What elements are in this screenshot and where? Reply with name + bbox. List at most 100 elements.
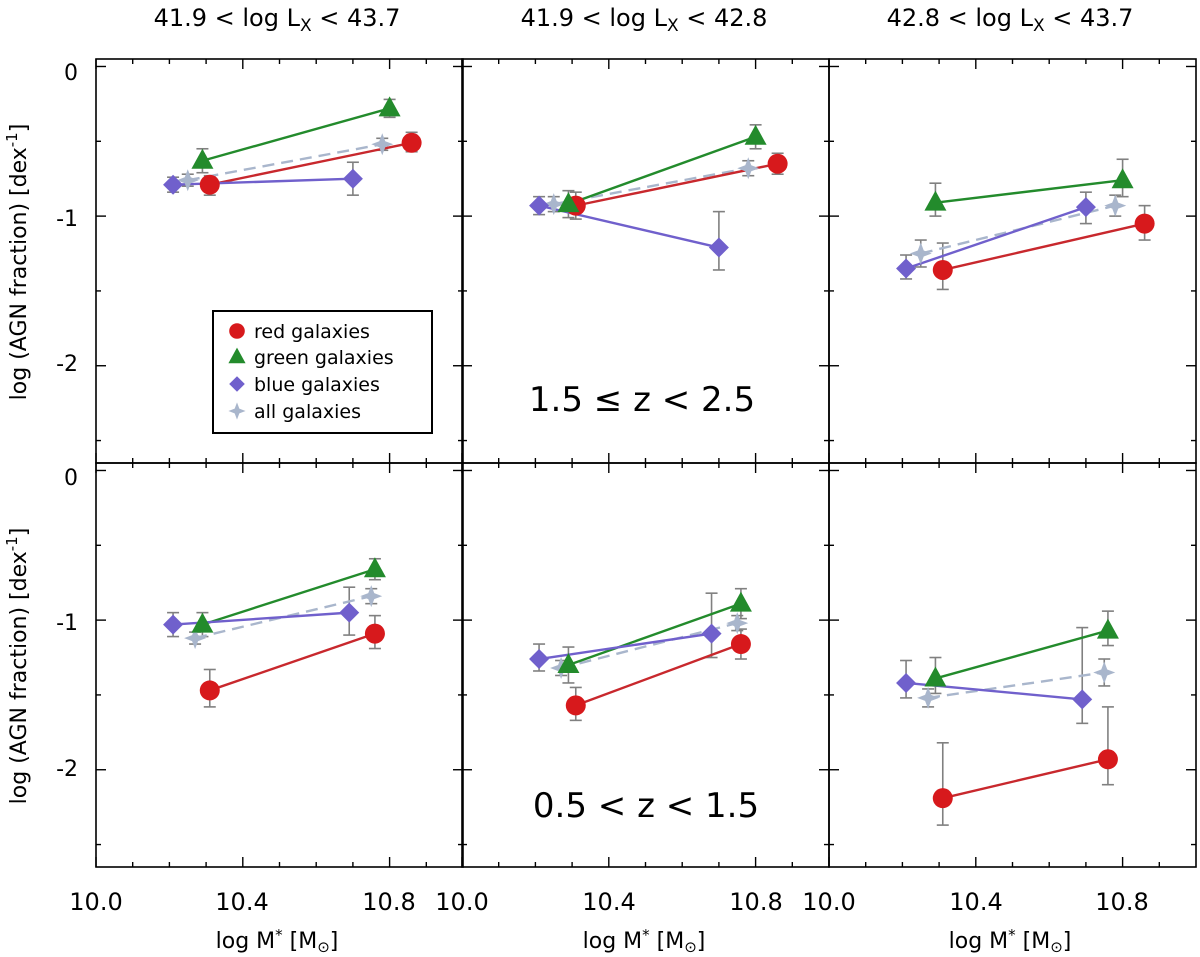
panel-r1c1-all-point-1 bbox=[371, 133, 394, 156]
legend-label-green: green galaxies bbox=[254, 347, 394, 369]
panel-r2c2-red-point-0 bbox=[565, 695, 586, 716]
panel-r2c1-all-line bbox=[194, 595, 372, 640]
panel-r1c3-green-point-1 bbox=[1111, 168, 1134, 189]
y-tick-label-bottom-minus1: -1 bbox=[56, 611, 78, 636]
panel-r1c2-all-point-0 bbox=[542, 193, 565, 216]
panel-r2c3-all-point-0 bbox=[917, 686, 940, 709]
legend-marker-all bbox=[228, 402, 246, 420]
legend-symbol-green bbox=[228, 347, 246, 364]
legend-label-all: all galaxies bbox=[254, 401, 361, 423]
panel-r1c1-green-line bbox=[202, 107, 390, 162]
x-tick-label-col3-10.4: 10.4 bbox=[949, 888, 1002, 916]
panel-r2c2-blue-point-0 bbox=[529, 649, 550, 670]
panel-r1c2-green-line bbox=[568, 135, 757, 206]
panel-r1c3-all-point-1 bbox=[1104, 194, 1127, 217]
panel-r2c3-green-line bbox=[935, 629, 1109, 680]
panels-layer bbox=[95, 58, 1197, 868]
y-axis-label-top: log (AGN fraction) [dex-1] bbox=[3, 124, 32, 401]
panel-r2c1-green-point-0 bbox=[191, 612, 214, 633]
panel-r1c3-red-point-0 bbox=[932, 259, 953, 280]
panel-r2c2-red-point-1 bbox=[730, 634, 751, 655]
panel-r2c2-all-point-1 bbox=[726, 612, 749, 635]
y-tick-label-bottom-0: 0 bbox=[64, 466, 78, 491]
legend-marker-red bbox=[229, 323, 245, 339]
panel-r2c1-green-line bbox=[202, 568, 376, 626]
panel-r1c3-all-point-0 bbox=[909, 242, 932, 265]
y-tick-label-top-minus2: -2 bbox=[56, 352, 78, 377]
panel-r1c3-green-line bbox=[935, 179, 1123, 204]
y-tick-label-top-minus1: -1 bbox=[56, 207, 78, 232]
panel-r1c1-all-point-0 bbox=[176, 169, 199, 192]
panel-r1c3-green-point-0 bbox=[924, 190, 947, 211]
panel-r1c1-red-point-0 bbox=[199, 174, 220, 195]
redshift-label-top: 1.5 ≤ z < 2.5 bbox=[529, 380, 755, 420]
panel-r1c1-green-point-0 bbox=[191, 148, 214, 169]
panel-r1c3-red-point-1 bbox=[1134, 213, 1155, 234]
panel-r2c1-red-line bbox=[209, 632, 376, 692]
panel-r2c2-blue-point-1 bbox=[701, 623, 722, 644]
panel-r2c3-blue-point-0 bbox=[896, 672, 917, 693]
panel-r1c3-blue-point-1 bbox=[1075, 197, 1096, 218]
panel-r1c1-green-point-1 bbox=[378, 96, 401, 117]
x-axis-label-2: log M* [M⊙] bbox=[583, 926, 706, 956]
y-tick-label-top-0: 0 bbox=[64, 61, 78, 86]
column-title-3: 42.8 < log LX < 43.7 bbox=[887, 4, 1134, 36]
panel-r2c3-green-point-0 bbox=[924, 666, 947, 687]
x-tick-label-col2-10.4: 10.4 bbox=[582, 888, 635, 916]
x-tick-label-col2-10.8: 10.8 bbox=[729, 888, 782, 916]
panel-r2c2-green-point-1 bbox=[729, 591, 752, 612]
panel-r2c1-all-point-1 bbox=[360, 585, 383, 608]
x-tick-label-col1-10.8: 10.8 bbox=[362, 888, 415, 916]
column-title-2: 41.9 < log LX < 42.8 bbox=[521, 4, 768, 36]
panel-r1c1-red-line bbox=[209, 141, 412, 186]
panel-r2c3-green-point-1 bbox=[1096, 618, 1119, 639]
panel-r2c3-all-line bbox=[927, 671, 1105, 700]
panel-r1c2-green-point-0 bbox=[557, 192, 580, 213]
panel-r1c2-all-line bbox=[553, 167, 749, 206]
panel-r1c1-all-line bbox=[187, 143, 383, 182]
legend-label-blue: blue galaxies bbox=[254, 374, 380, 396]
x-tick-label-col2-10.0: 10.0 bbox=[435, 888, 488, 916]
legend: red galaxies green galaxies blue galaxie… bbox=[212, 310, 433, 434]
panel-r2c1-green-point-1 bbox=[363, 557, 386, 578]
panel-r1c3-blue-point-0 bbox=[896, 258, 917, 279]
x-axis-label-3: log M* [M⊙] bbox=[949, 926, 1072, 956]
panel-r1c2-red-point-1 bbox=[767, 153, 788, 174]
legend-marker-blue bbox=[229, 376, 245, 392]
panel-r2c3-red-point-0 bbox=[932, 788, 953, 809]
panel-r1c3-blue-line bbox=[905, 205, 1087, 270]
panel-r2c1-all-point-0 bbox=[184, 627, 207, 650]
panel-r2c1-blue-point-1 bbox=[339, 602, 360, 623]
panel-r2c2-all-line bbox=[560, 621, 738, 670]
panel-r1c2-blue-point-1 bbox=[708, 237, 729, 258]
x-tick-label-col1-10.0: 10.0 bbox=[69, 888, 122, 916]
panel-r1c2-blue-point-0 bbox=[529, 195, 550, 216]
panel-r2c1-red-point-0 bbox=[199, 680, 220, 701]
panel-r2c3-blue-point-1 bbox=[1072, 689, 1093, 710]
legend-label-red: red galaxies bbox=[254, 321, 370, 343]
panel-r2c2-red-line bbox=[575, 642, 742, 707]
legend-markers bbox=[228, 323, 246, 420]
panel-r2c3-red-line bbox=[942, 758, 1109, 800]
panel-r2c3-red-point-1 bbox=[1097, 749, 1118, 770]
redshift-label-bottom: 0.5 < z < 1.5 bbox=[533, 786, 759, 826]
x-tick-label-col3-10.0: 10.0 bbox=[802, 888, 855, 916]
legend-symbol-red bbox=[229, 323, 245, 339]
panel-r1c2-all-point-1 bbox=[737, 157, 760, 180]
panel-r1c1-blue-point-1 bbox=[342, 168, 363, 189]
x-axis-label-1: log M* [M⊙] bbox=[216, 926, 339, 956]
panel-r2c1-blue-point-0 bbox=[163, 614, 184, 635]
panel-r1c2-green-point-1 bbox=[744, 124, 767, 145]
column-title-1: 41.9 < log LX < 43.7 bbox=[154, 4, 401, 36]
x-tick-label-col3-10.8: 10.8 bbox=[1095, 888, 1148, 916]
panel-r1c3-red-line bbox=[942, 222, 1145, 272]
panel-r2c2-green-point-0 bbox=[557, 653, 580, 673]
panel-r2c3-all-point-1 bbox=[1093, 661, 1116, 684]
panel-r2c1-red-point-1 bbox=[364, 623, 385, 644]
legend-symbol-blue bbox=[229, 376, 245, 392]
y-axis-label-bottom: log (AGN fraction) [dex-1] bbox=[3, 528, 32, 805]
y-tick-label-bottom-minus2: -2 bbox=[56, 757, 78, 782]
panel-r2c2-green-line bbox=[568, 602, 742, 667]
panel-r1c1-red-point-1 bbox=[401, 132, 422, 153]
